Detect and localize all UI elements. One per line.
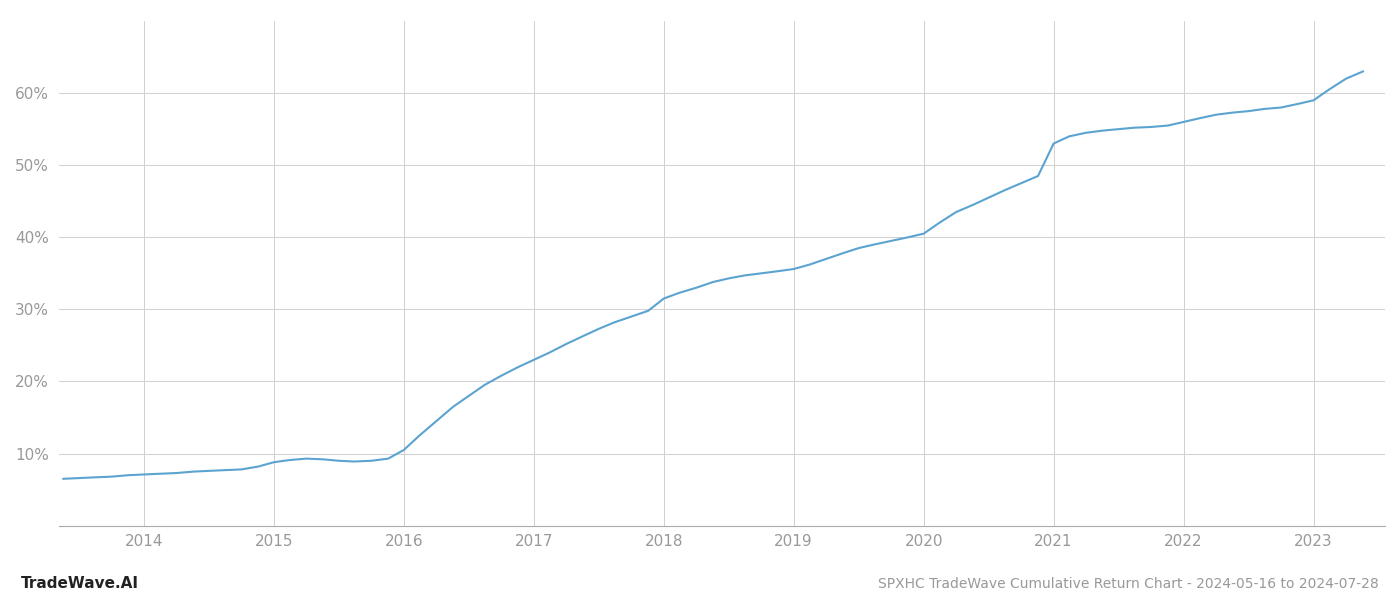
Text: TradeWave.AI: TradeWave.AI — [21, 576, 139, 591]
Text: SPXHC TradeWave Cumulative Return Chart - 2024-05-16 to 2024-07-28: SPXHC TradeWave Cumulative Return Chart … — [878, 577, 1379, 591]
